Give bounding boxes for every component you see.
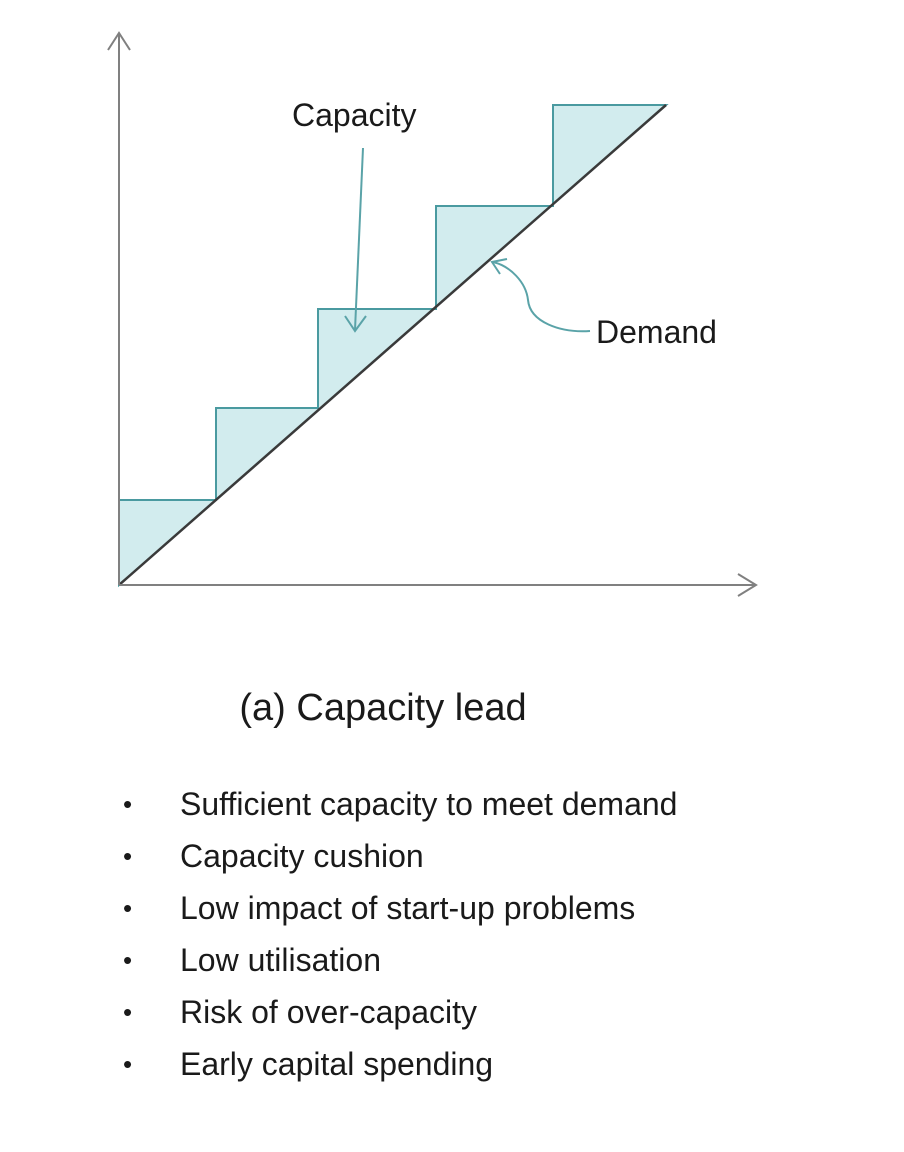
bullet-icon: • <box>123 945 133 975</box>
bullet-icon: • <box>123 1049 133 1079</box>
list-item-text: Early capital spending <box>180 1046 494 1082</box>
capacity-lead-diagram: Capacity Demand <box>107 31 758 597</box>
list-item: • Risk of over-capacity <box>118 988 677 1040</box>
capacity-pointer-arrow <box>344 147 367 333</box>
figure-caption: (a) Capacity lead <box>239 687 527 729</box>
x-axis <box>119 573 758 597</box>
list-item: • Early capital spending <box>118 1040 677 1092</box>
list-item: • Sufficient capacity to meet demand <box>118 780 677 832</box>
list-item-text: Risk of over-capacity <box>180 994 477 1030</box>
capacity-label: Capacity <box>292 97 417 133</box>
demand-label: Demand <box>596 314 717 350</box>
list-item-text: Capacity cushion <box>180 838 424 874</box>
list-item-text: Low utilisation <box>180 942 381 978</box>
bullet-icon: • <box>123 997 133 1027</box>
y-axis <box>107 31 131 585</box>
bullet-icon: • <box>123 893 133 923</box>
list-item-text: Sufficient capacity to meet demand <box>180 786 678 822</box>
demand-pointer-arrow <box>490 258 591 333</box>
bullet-list: • Sufficient capacity to meet demand • Cap… <box>118 780 677 1092</box>
demand-line <box>118 104 667 586</box>
x-axis-arrowhead <box>737 573 758 597</box>
y-axis-arrowhead <box>107 31 131 51</box>
list-item: • Low utilisation <box>118 936 677 988</box>
list-item: • Low impact of start-up problems <box>118 884 677 936</box>
bullet-icon: • <box>123 841 133 871</box>
bullet-icon: • <box>123 789 133 819</box>
list-item-text: Low impact of start-up problems <box>180 890 636 926</box>
list-item: • Capacity cushion <box>118 832 677 884</box>
